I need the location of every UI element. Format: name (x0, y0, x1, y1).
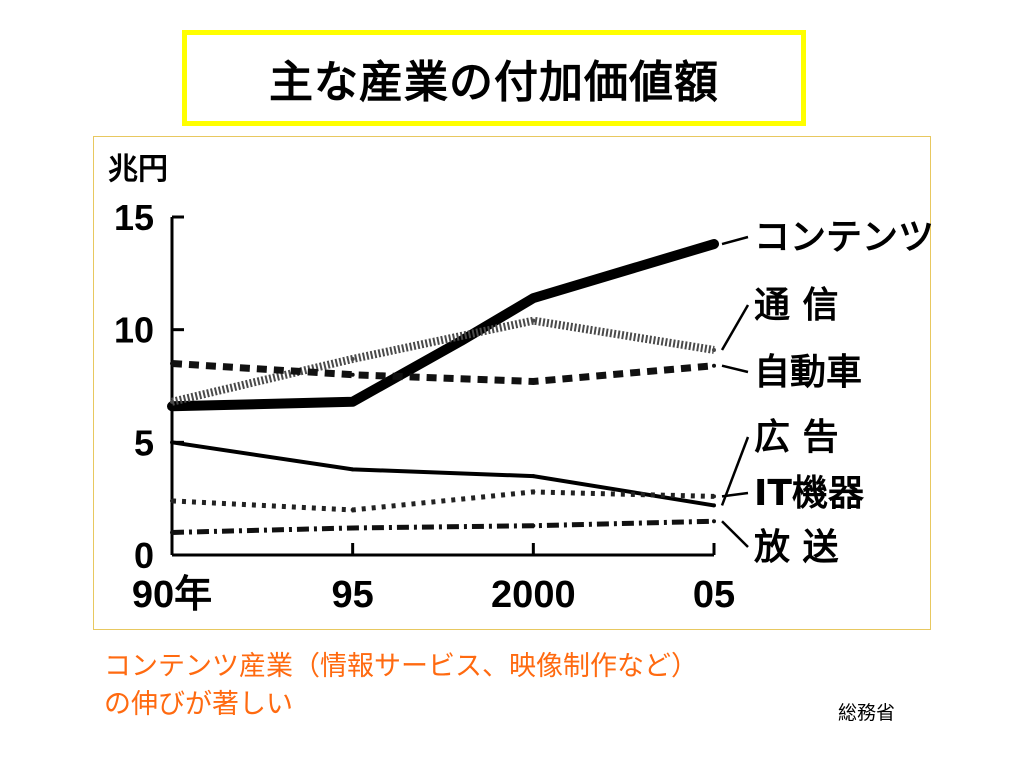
series-label: IT機器 (754, 473, 865, 514)
data-point (350, 399, 355, 404)
data-point (712, 363, 716, 368)
y-axis-label: 兆円 (108, 152, 168, 187)
y-tick-label: 5 (134, 422, 154, 463)
data-point (712, 242, 716, 247)
series-label: コンテンツ (754, 217, 932, 258)
chart-frame: 0 5 10 15 90年 95 2000 05 兆円 コンテンツ通 信自動車広 告 IT機器放 … (93, 136, 932, 630)
data-point (531, 474, 536, 479)
leader-line (721, 364, 749, 374)
data-point (170, 361, 174, 366)
data-point (170, 530, 174, 535)
data-point (170, 498, 174, 503)
data-point (712, 503, 716, 508)
series-label: 通 信 (754, 285, 839, 326)
leader-line (721, 491, 749, 498)
source-label: 総務省 (838, 702, 896, 724)
data-point (350, 507, 355, 512)
series-line (167, 239, 719, 412)
data-point (531, 379, 536, 384)
series-line (171, 518, 715, 535)
caption-line-2: の伸びが著しい (104, 689, 293, 720)
data-point (350, 356, 355, 361)
series-line (171, 359, 715, 385)
y-tick-label: 10 (114, 310, 154, 351)
y-tick-label: 15 (114, 197, 154, 238)
series-label: 広 告 (754, 417, 839, 458)
data-point (531, 296, 536, 301)
data-point (531, 523, 536, 528)
leader-line (721, 235, 749, 246)
series-label: 自動車 (754, 352, 862, 393)
data-point (170, 440, 174, 445)
leader-line (720, 436, 750, 506)
leader-line (720, 304, 750, 351)
x-tick-label: 90年 (132, 574, 212, 616)
x-tick-label: 2000 (491, 574, 576, 616)
data-point (170, 399, 174, 404)
series-label: 放 送 (754, 527, 839, 568)
title-box: 主な産業の付加価値額 (182, 30, 806, 126)
data-point (459, 338, 464, 343)
data-point (350, 372, 355, 377)
data-point (350, 467, 355, 472)
caption-line-1: コンテンツ産業（情報サービス、映像制作など） (104, 651, 698, 682)
leader-line (721, 520, 749, 548)
data-point (712, 347, 716, 352)
chart-title: 主な産業の付加価値額 (269, 57, 719, 108)
series-line (171, 489, 715, 513)
data-point (350, 525, 355, 530)
data-point (712, 494, 716, 499)
series-line (171, 316, 715, 406)
data-point (712, 519, 716, 524)
data-point (531, 318, 536, 323)
x-tick-label: 95 (332, 574, 374, 616)
x-tick-label: 05 (693, 574, 735, 616)
data-point (531, 489, 536, 494)
caption: コンテンツ産業（情報サービス、映像制作など） の伸びが著しい (104, 648, 698, 724)
series-line (171, 440, 715, 508)
y-tick-label: 0 (134, 535, 154, 576)
